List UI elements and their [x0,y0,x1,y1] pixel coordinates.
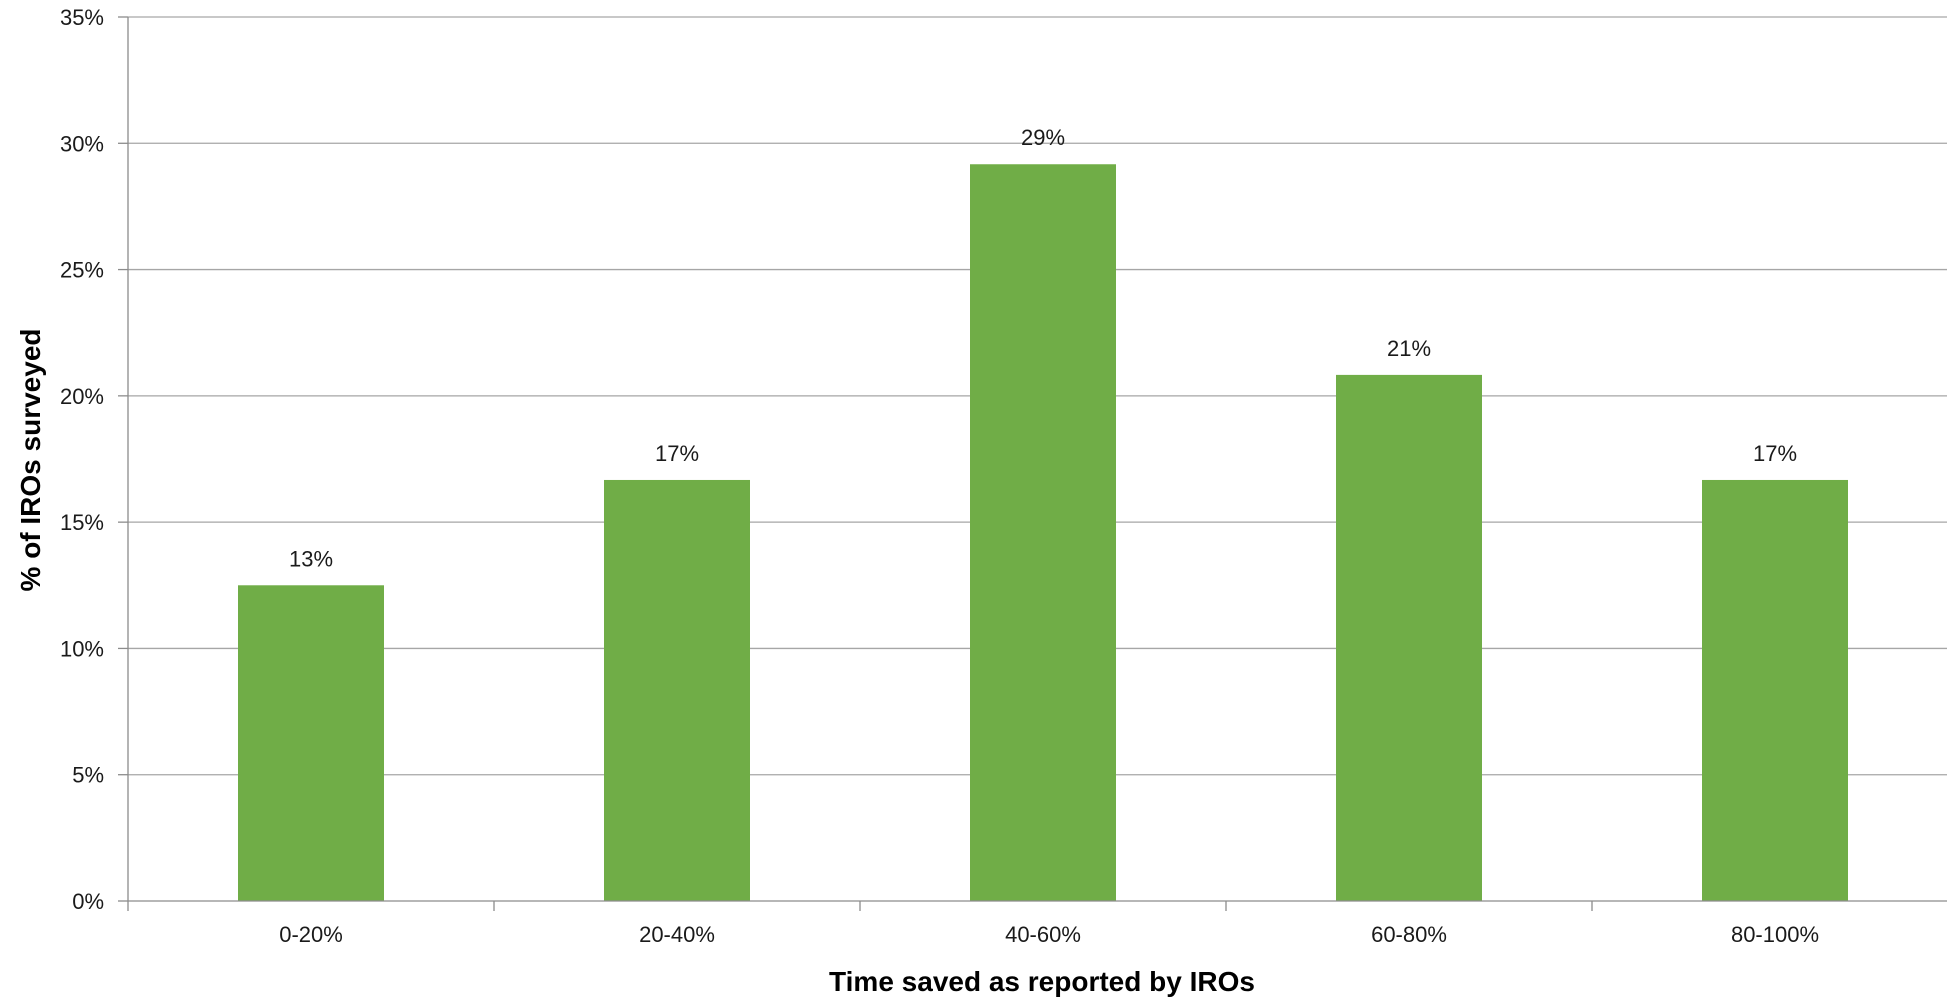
y-tick-label: 25% [60,258,104,283]
y-tick-label: 15% [60,510,104,535]
bar-40-60% [970,164,1116,901]
y-tick-label: 20% [60,384,104,409]
bar-60-80% [1336,374,1482,902]
x-tick-label: 20-40% [639,922,715,947]
y-tick-label: 5% [72,763,104,788]
data-label: 29% [1021,125,1065,150]
bars [238,164,1848,902]
y-axis-title: % of IROs surveyed [15,329,46,592]
x-tick-label: 40-60% [1005,922,1081,947]
y-tick-label: 0% [72,889,104,914]
data-label: 21% [1387,336,1431,361]
axes [118,16,1947,911]
data-label: 17% [655,441,699,466]
x-tick-label: 80-100% [1731,922,1819,947]
bar-80-100% [1702,479,1848,901]
data-label: 17% [1753,441,1797,466]
bar-0-20% [238,585,384,901]
y-tick-label: 35% [60,5,104,30]
x-tick-label: 60-80% [1371,922,1447,947]
labels: 0% 5% 10% 15% 20% 25% 30% 35% 13% 0-20% 17% 20-40% 2… [60,5,1819,947]
bar-20-40% [604,479,750,901]
y-tick-label: 10% [60,636,104,661]
y-tick-label: 30% [60,131,104,156]
x-tick-label: 0-20% [279,922,343,947]
data-label: 13% [289,546,333,571]
x-axis-title: Time saved as reported by IROs [829,966,1255,997]
